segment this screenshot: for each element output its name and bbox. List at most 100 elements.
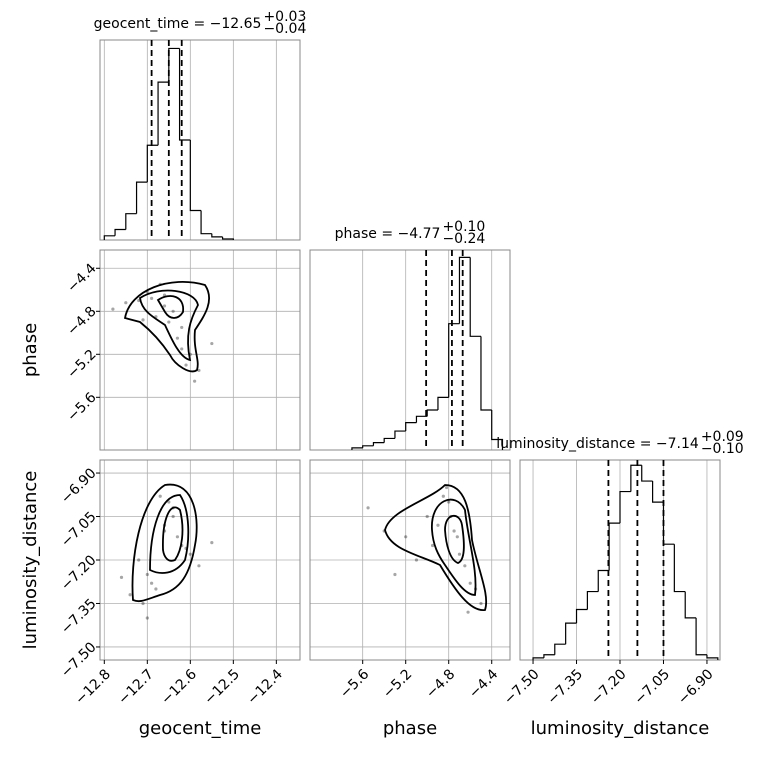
histogram-bin (543, 654, 555, 658)
histogram-bin (125, 213, 137, 230)
sample-point (158, 494, 162, 498)
x-tick-label: −7.35 (545, 666, 587, 708)
x-tick-label: −7.05 (631, 666, 673, 708)
sample-point (479, 601, 483, 606)
sample-point (393, 572, 397, 577)
histogram-bin (211, 233, 223, 238)
contour (149, 494, 190, 574)
sample-point (463, 564, 467, 568)
y-axis-label: luminosity_distance (20, 471, 41, 650)
histogram-bin (383, 437, 395, 443)
sample-point (150, 581, 154, 585)
histogram-bin (114, 228, 126, 236)
histogram-bin (200, 210, 212, 235)
sample-point (441, 494, 445, 498)
sample-point (167, 500, 171, 504)
histogram-bin (695, 617, 707, 656)
histogram-bin (662, 502, 675, 545)
histogram-bin (630, 464, 642, 492)
x-tick-label: −5.2 (380, 666, 415, 701)
sample-point (436, 523, 440, 527)
sample-point (452, 529, 456, 533)
histogram-bin (684, 591, 697, 619)
histogram-bin (405, 422, 417, 432)
contour (156, 295, 184, 319)
histogram-bin (480, 336, 492, 411)
x-tick-label: −4.4 (466, 666, 501, 701)
sample-point (468, 581, 472, 585)
histogram-bin (706, 654, 719, 660)
histogram-bin (103, 235, 116, 240)
y-tick-label: −7.35 (58, 596, 100, 638)
histogram-bin (146, 144, 159, 183)
sample-point (188, 552, 192, 556)
sample-point (197, 368, 201, 373)
histogram-bin (221, 236, 234, 240)
histogram-bin (673, 544, 686, 593)
x-axis-label: luminosity_distance (531, 718, 710, 739)
sample-point (193, 379, 197, 383)
y-tick-label: −5.2 (64, 347, 99, 382)
x-axis-label: geocent_time (139, 718, 262, 739)
sample-point (444, 485, 449, 490)
histogram-bin (394, 430, 406, 439)
panel-frame (99, 39, 301, 241)
sample-point (145, 572, 149, 577)
histogram-bin (575, 608, 588, 624)
histogram-bin (491, 410, 504, 450)
histogram-bin (157, 81, 169, 146)
x-tick-label: −12.7 (115, 666, 157, 708)
sample-point (447, 500, 451, 504)
histogram-bin (608, 522, 620, 571)
y-tick-label: −6.90 (58, 465, 100, 507)
sample-point (466, 610, 470, 614)
histogram-bin (652, 481, 664, 503)
title-sub: −0.04 (263, 21, 306, 37)
x-axis-label: phase (383, 718, 437, 739)
histogram-bin (189, 140, 202, 212)
histogram-bin (619, 490, 631, 524)
sample-point (425, 514, 429, 519)
panel-frame (309, 459, 511, 661)
sample-point (404, 535, 408, 539)
sample-point (180, 347, 184, 351)
histogram-bin (586, 590, 599, 610)
histogram-bin (448, 323, 460, 398)
histogram-bin (554, 643, 566, 655)
histogram-bin (415, 415, 428, 423)
contour (431, 498, 477, 596)
contours (123, 281, 487, 611)
sample-point (430, 543, 435, 548)
sample-point (184, 363, 188, 367)
panel-title: luminosity_distance = −7.14 (496, 436, 699, 452)
y-tick-label: −4.4 (64, 261, 99, 296)
y-tick-label: −7.20 (58, 552, 100, 594)
sample-point (111, 307, 115, 311)
histogram-bin (565, 622, 577, 645)
contour (139, 289, 199, 362)
sample-point (162, 304, 167, 308)
title-sup: +0.03 (263, 9, 306, 25)
sample-point (175, 535, 180, 539)
sample-point (171, 309, 175, 313)
histogram-bin (178, 48, 191, 141)
sample-point (137, 558, 141, 562)
histogram-bin (362, 445, 374, 448)
sample-point (455, 535, 459, 539)
x-tick-label: −12.8 (72, 666, 114, 708)
histogram-bin (532, 657, 544, 660)
sample-point (171, 514, 175, 519)
histogram-bin (458, 256, 471, 324)
sample-point (154, 587, 158, 591)
sample-point (141, 318, 145, 322)
x-tick-label: −6.90 (675, 666, 717, 708)
panel-title: geocent_time = −12.65 (94, 16, 262, 32)
x-tick-label: −4.8 (423, 666, 458, 701)
contour (131, 483, 198, 603)
contour (123, 281, 210, 373)
histogram-bin (168, 47, 180, 83)
sample-point (128, 593, 132, 597)
x-tick-label: −7.20 (588, 666, 630, 708)
sample-point (175, 336, 180, 340)
